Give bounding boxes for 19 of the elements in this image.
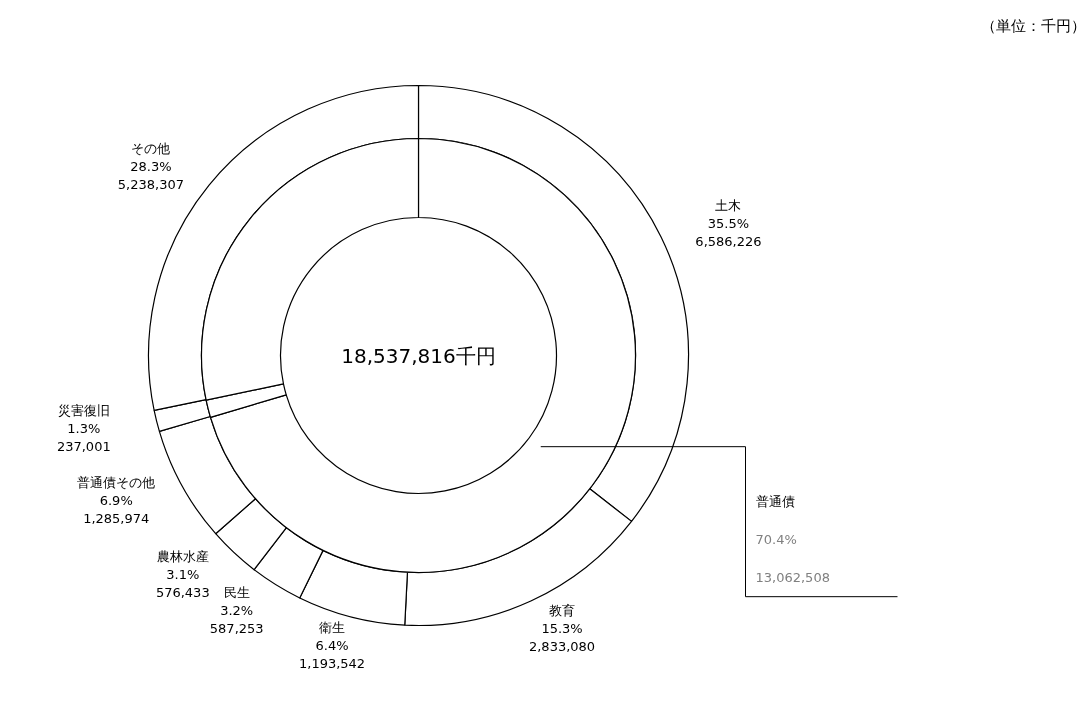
data-label: 6.9% 1,285,974 <box>83 492 150 526</box>
slice-label: 衛生 <box>319 620 346 636</box>
data-label: 28.3% 5,238,307 <box>117 158 184 192</box>
slice-label: 農林水産 <box>156 549 209 565</box>
data-label: 3.2% 587,253 <box>209 602 264 636</box>
text: 18,537,816千円 <box>341 343 496 368</box>
slice-label: 災害復旧 <box>57 402 110 418</box>
slice-label: その他 <box>131 140 171 156</box>
slice-label: 普通債その他 <box>77 474 156 490</box>
data-label: 6.4% 1,193,542 <box>298 638 366 672</box>
text: （単位：千円） <box>980 16 1086 35</box>
data-label: 15.3% 2,833,080 <box>528 620 596 654</box>
slice-label: 教育 <box>549 602 576 618</box>
slice-label: 土木 <box>715 198 742 214</box>
data-label: 3.1% 576,433 <box>155 567 210 601</box>
data-label: 1.3% 237,001 <box>56 420 111 454</box>
slice-label: 民生 <box>223 584 250 600</box>
text: 普通債 70.4% 13,062,508 <box>755 494 830 586</box>
data-label: 35.5% 6,586,226 <box>695 216 762 250</box>
